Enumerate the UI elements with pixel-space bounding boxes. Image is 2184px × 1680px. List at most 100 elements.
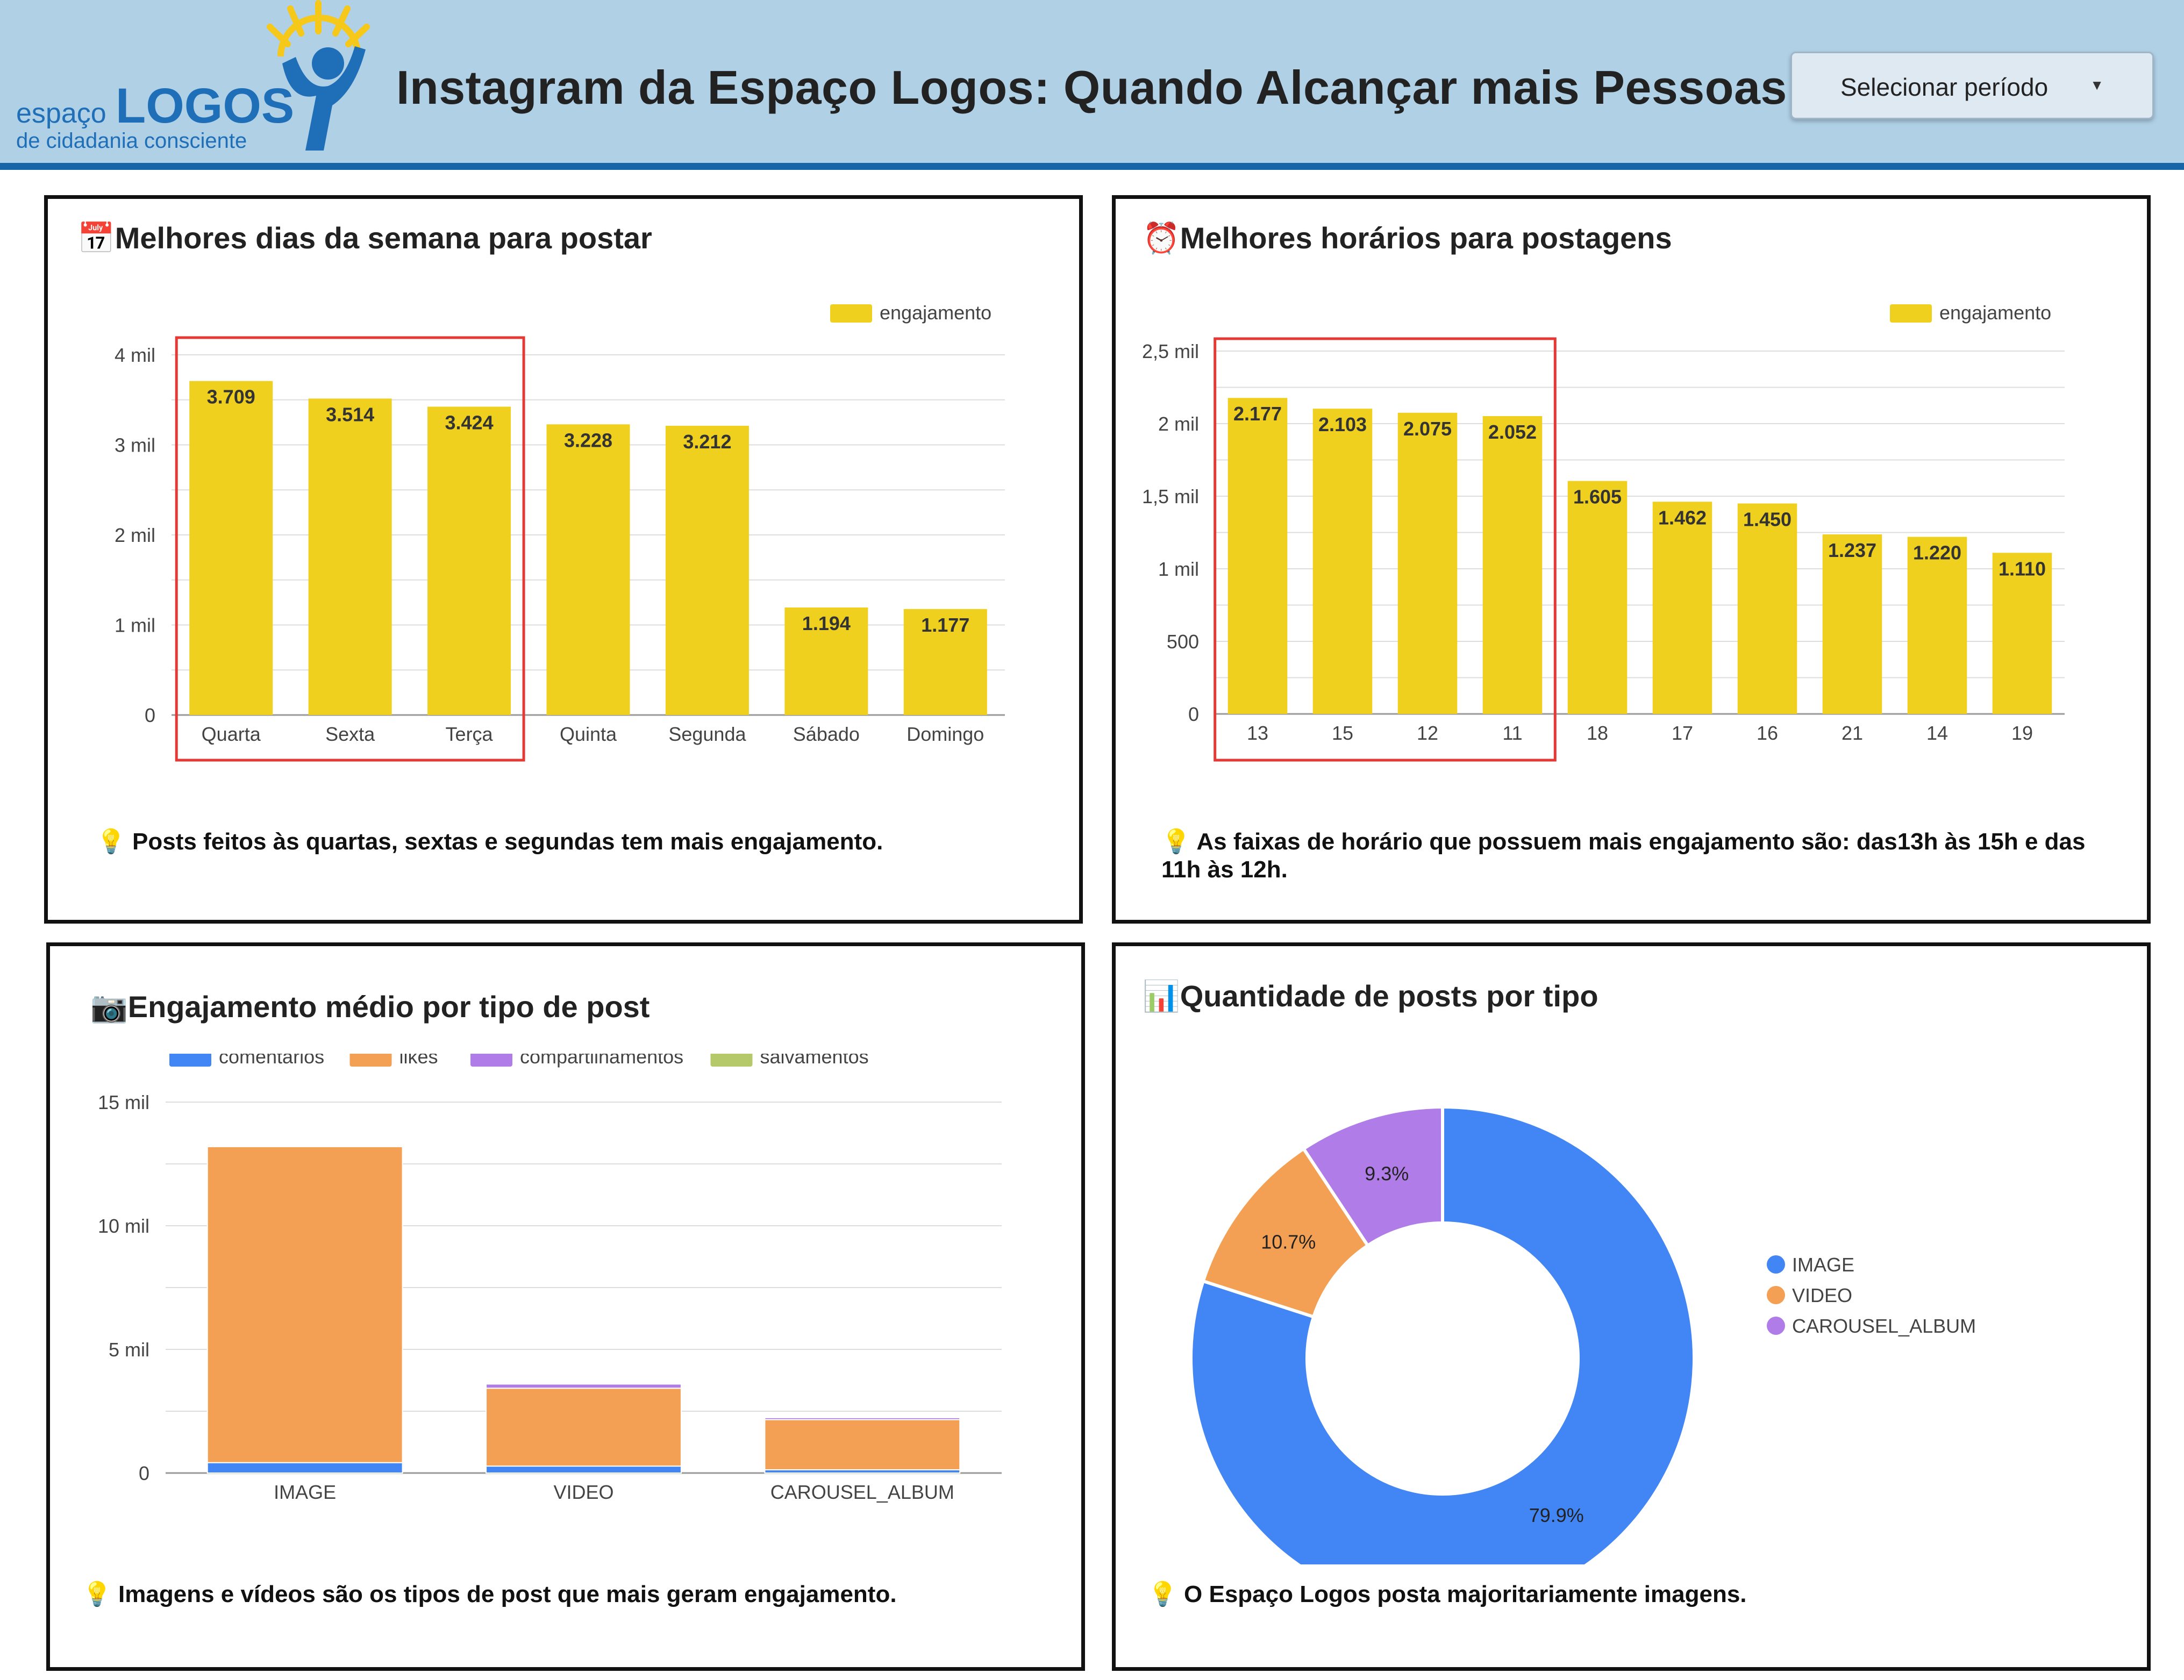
donut-slice xyxy=(1189,1105,1696,1564)
bar xyxy=(189,381,273,715)
panel-post-type-engagement: 📷Engajamento médio por tipo de post 0 5 m… xyxy=(46,942,1085,1671)
bar xyxy=(665,425,749,715)
bar xyxy=(1482,416,1543,714)
logo-word-logos: LOGOS xyxy=(116,78,294,133)
legend-label: VIDEO xyxy=(1792,1284,1852,1306)
bar-value-label: 1.237 xyxy=(1828,539,1876,561)
legend-label: likes xyxy=(399,1054,438,1068)
bar xyxy=(1397,412,1458,714)
legend-label: IMAGE xyxy=(1792,1254,1854,1276)
y-tick-label: 500 xyxy=(1167,631,1199,653)
slice-value-label: 9.3% xyxy=(1365,1162,1409,1184)
y-tick-label: 5 mil xyxy=(109,1339,149,1361)
x-tick-label: 15 xyxy=(1332,722,1353,744)
bar-value-label: 3.514 xyxy=(326,403,374,425)
y-tick-label: 1 mil xyxy=(1158,558,1199,580)
x-tick-label: 13 xyxy=(1247,722,1268,744)
period-select[interactable]: Selecionar período ▼ xyxy=(1790,52,2154,119)
x-tick-label: 21 xyxy=(1842,722,1863,744)
x-tick-label: 18 xyxy=(1587,722,1608,744)
bar-value-label: 1.450 xyxy=(1743,509,1792,531)
bar xyxy=(1567,481,1628,714)
bar xyxy=(1992,553,2052,714)
slice-value-label: 10.7% xyxy=(1261,1231,1316,1253)
bar-value-label: 1.110 xyxy=(1999,557,2046,580)
y-tick-label: 2,5 mil xyxy=(1142,340,1199,362)
chart-best-days: 0 1 mil 2 mil 3 mil 4 mil 3.709 Quarta 3.514 Sex… xyxy=(115,302,1005,762)
x-tick-label: Quinta xyxy=(560,723,617,745)
stacked-bar-segment xyxy=(486,1465,682,1474)
bar xyxy=(427,406,511,715)
x-tick-label: CAROUSEL_ALBUM xyxy=(770,1481,954,1503)
y-tick-label: 1,5 mil xyxy=(1142,485,1199,507)
bar-value-label: 1.177 xyxy=(921,614,969,636)
x-tick-label: Terça xyxy=(446,723,494,745)
bar-value-label: 1.462 xyxy=(1658,506,1707,528)
x-tick-label: 11 xyxy=(1502,722,1522,744)
legend-label: CAROUSEL_ALBUM xyxy=(1792,1315,1976,1337)
bar xyxy=(1737,503,1797,714)
y-tick-label: 1 mil xyxy=(115,614,155,637)
bar xyxy=(1227,398,1288,714)
bar xyxy=(1652,502,1712,714)
logo-tagline: de cidadania consciente xyxy=(16,129,247,153)
stacked-bar-segment xyxy=(486,1383,682,1385)
legend-marker xyxy=(1767,1286,1785,1304)
legend-marker xyxy=(1767,1317,1785,1335)
bar xyxy=(546,424,630,715)
y-tick-label: 4 mil xyxy=(115,344,155,366)
period-select-label: Selecionar período xyxy=(1840,73,2049,101)
bar-value-label: 2.052 xyxy=(1488,421,1537,443)
legend-swatch xyxy=(710,1054,753,1067)
lightbulb-icon: 💡 xyxy=(1148,1581,1177,1607)
panel-posts-by-type: 📊Quantidade de posts por tipo 79.9% 10.7%… xyxy=(1112,942,2151,1671)
y-tick-label: 2 mil xyxy=(1158,413,1199,435)
x-tick-label: Quarta xyxy=(202,723,261,745)
panel-title-best-days: 📅Melhores dias da semana para postar xyxy=(77,221,652,255)
logo-word-espaco: espaço xyxy=(16,98,106,129)
x-tick-label: 19 xyxy=(2011,722,2033,744)
bar-value-label: 2.177 xyxy=(1233,403,1282,425)
legend-swatch xyxy=(169,1054,211,1067)
y-tick-label: 0 xyxy=(145,704,155,726)
sun-icon xyxy=(267,0,370,57)
bar xyxy=(784,607,868,715)
legend-label: salvamentos xyxy=(760,1054,869,1068)
insight-post-type-engagement: 💡 Imagens e vídeos são os tipos de post … xyxy=(82,1581,897,1607)
x-tick-label: Segunda xyxy=(668,723,746,745)
header-bar: espaço LOGOS de cidadania consciente Ins… xyxy=(0,0,2184,170)
y-tick-label: 2 mil xyxy=(115,524,155,546)
espaco-logos-logo: espaço LOGOS de cidadania consciente xyxy=(16,0,370,153)
person-figure-icon xyxy=(282,46,366,151)
lightbulb-icon: 💡 xyxy=(1161,828,1191,855)
bar xyxy=(1312,409,1373,714)
bar-value-label: 3.424 xyxy=(445,411,494,433)
y-tick-label: 10 mil xyxy=(98,1215,149,1237)
chart-best-hours: 0 500 1 mil 1,5 mil 2 mil 2,5 mil 2.177 13 2.103… xyxy=(1142,302,2065,762)
highlight-box xyxy=(175,336,525,762)
stacked-bar-segment xyxy=(206,1462,403,1474)
bar-value-label: 2.075 xyxy=(1403,418,1452,440)
panel-title-best-hours: ⏰Melhores horários para postagens xyxy=(1143,221,1672,255)
bar-value-label: 3.709 xyxy=(207,386,255,408)
legend-swatch xyxy=(830,304,872,323)
lightbulb-icon: 💡 xyxy=(82,1581,112,1607)
insight-best-days: 💡 Posts feitos às quartas, sextas e segu… xyxy=(96,828,883,855)
y-tick-label: 0 xyxy=(139,1462,149,1484)
bar-value-label: 1.194 xyxy=(802,612,851,634)
legend-marker xyxy=(1767,1255,1785,1274)
chart-post-type-engagement: 0 5 mil 10 mil 15 mil IMAGE VIDEO CAROUSEL_ALB… xyxy=(98,1054,1002,1503)
lightbulb-icon: 💡 xyxy=(96,828,126,855)
bar xyxy=(1907,537,1967,714)
x-tick-label: 16 xyxy=(1757,722,1778,744)
x-tick-label: 12 xyxy=(1417,722,1438,744)
panel-title-post-type-engagement: 📷Engajamento médio por tipo de post xyxy=(90,990,650,1024)
calendar-icon: 📅 xyxy=(77,221,115,255)
y-tick-label: 3 mil xyxy=(115,434,155,456)
panel-best-days: 📅Melhores dias da semana para postar 0 1 … xyxy=(44,195,1083,924)
insight-posts-by-type: 💡 O Espaço Logos posta majoritariamente … xyxy=(1148,1581,1747,1607)
x-tick-label: 17 xyxy=(1672,722,1693,744)
bar xyxy=(308,398,392,715)
caret-down-icon: ▼ xyxy=(2090,77,2104,93)
panel-best-hours: ⏰Melhores horários para postagens 0 500 1 … xyxy=(1112,195,2151,924)
